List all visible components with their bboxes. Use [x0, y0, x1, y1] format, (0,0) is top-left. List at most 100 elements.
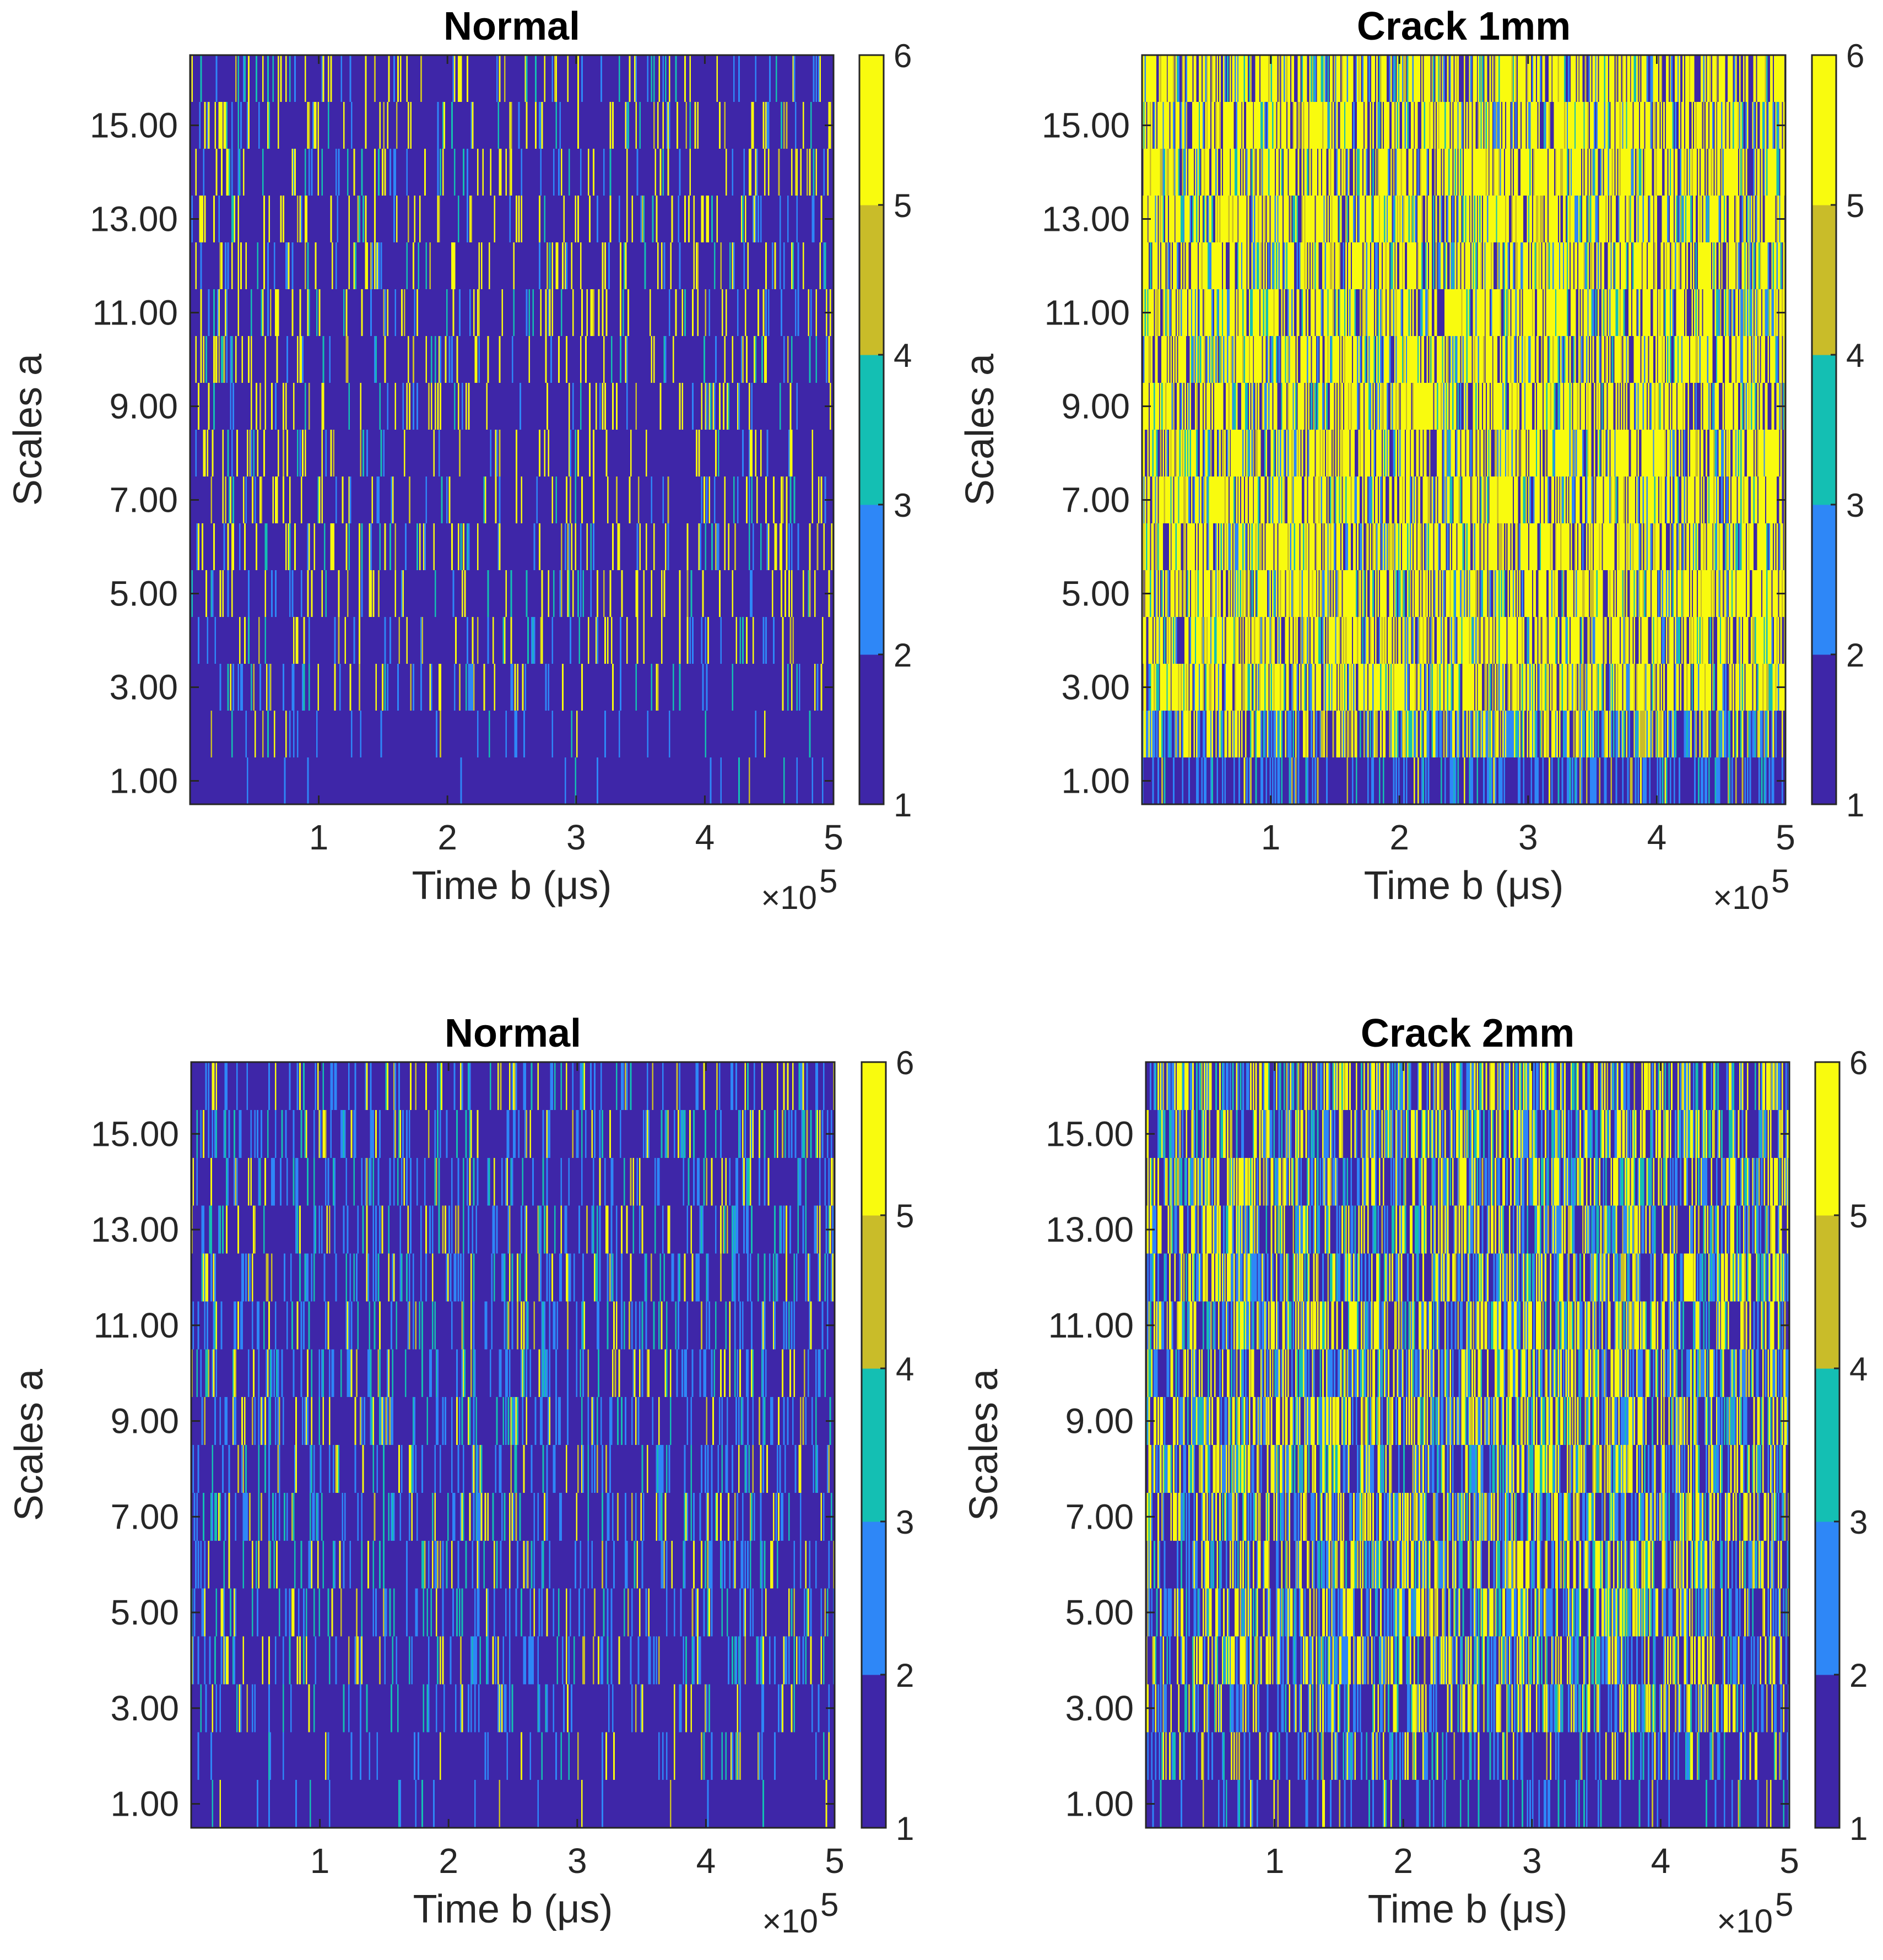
heatmap-cell: [222, 430, 224, 477]
heatmap-cell: [1365, 664, 1366, 711]
heatmap-cell: [1317, 289, 1319, 336]
heatmap-cell: [1353, 617, 1355, 664]
heatmap-cell: [1367, 242, 1369, 289]
heatmap-cell: [409, 477, 410, 523]
heatmap-cell: [1228, 570, 1230, 617]
heatmap-cell: [1462, 570, 1464, 617]
heatmap-cell: [1296, 242, 1298, 289]
heatmap-cell: [1210, 242, 1212, 289]
heatmap-cell: [1378, 102, 1381, 149]
heatmap-cell: [1478, 523, 1480, 570]
heatmap-cell: [1479, 664, 1481, 711]
heatmap-cell: [1348, 102, 1350, 149]
heatmap-cell: [342, 477, 344, 523]
heatmap-cell: [1269, 757, 1271, 804]
heatmap-cell: [1247, 336, 1249, 383]
heatmap-cell: [457, 55, 459, 102]
heatmap-cell: [1268, 149, 1270, 196]
heatmap-cell: [1483, 196, 1485, 242]
heatmap-cell: [1237, 55, 1239, 102]
heatmap-cell: [1223, 242, 1225, 289]
heatmap-cell: [1152, 149, 1154, 196]
heatmap-cell: [230, 336, 232, 383]
heatmap-cell: [1296, 570, 1298, 617]
heatmap-cell: [1476, 149, 1479, 196]
heatmap-cell: [1474, 570, 1476, 617]
heatmap-cell: [1156, 430, 1158, 477]
heatmap-cell: [1412, 430, 1414, 477]
heatmap-cell: [1215, 664, 1217, 711]
heatmap-cell: [1328, 430, 1330, 477]
heatmap-cell: [1331, 289, 1333, 336]
heatmap-cell: [1260, 102, 1262, 149]
heatmap-cell: [1316, 196, 1318, 242]
heatmap-cell: [1455, 336, 1458, 383]
heatmap-cell: [707, 196, 709, 242]
heatmap-cell: [1291, 430, 1293, 477]
heatmap-cell: [548, 570, 550, 617]
heatmap-cell: [1277, 430, 1279, 477]
heatmap-cell: [581, 664, 583, 711]
heatmap-cell: [1155, 149, 1157, 196]
heatmap-cell: [1336, 477, 1338, 523]
heatmap-cell: [1495, 383, 1496, 430]
heatmap-cell: [1500, 617, 1502, 664]
heatmap-cell: [1289, 383, 1291, 430]
heatmap-cell: [811, 430, 814, 477]
heatmap-cell: [748, 149, 750, 196]
heatmap-cell: [1353, 149, 1355, 196]
heatmap-cell: [1447, 523, 1449, 570]
heatmap-cell: [810, 102, 812, 149]
heatmap-cell: [1154, 664, 1155, 711]
heatmap-cell: [645, 523, 647, 570]
heatmap-cell: [1313, 711, 1315, 757]
heatmap-cell: [1404, 664, 1406, 711]
heatmap-cell: [1154, 477, 1155, 523]
heatmap-cell: [1297, 757, 1300, 804]
heatmap-cell: [1189, 383, 1192, 430]
heatmap-cell: [1178, 102, 1180, 149]
heatmap-cell: [1488, 711, 1490, 757]
heatmap-cell: [296, 196, 299, 242]
heatmap-cell: [1322, 477, 1324, 523]
heatmap-cell: [1322, 196, 1324, 242]
heatmap-cell: [670, 242, 672, 289]
heatmap-cell: [518, 196, 520, 242]
heatmap-cell: [1395, 430, 1397, 477]
heatmap-cell: [1251, 617, 1253, 664]
heatmap-cell: [1177, 570, 1178, 617]
heatmap-cell: [1340, 383, 1342, 430]
heatmap-cell: [1547, 523, 1549, 570]
heatmap-cell: [1204, 336, 1205, 383]
heatmap-cell: [1473, 55, 1475, 102]
heatmap-cell: [604, 242, 606, 289]
heatmap-cell: [1220, 477, 1222, 523]
heatmap-cell: [1425, 289, 1427, 336]
heatmap-cell: [1512, 289, 1514, 336]
heatmap-cell: [1318, 102, 1320, 149]
heatmap-cell: [1385, 242, 1387, 289]
heatmap-cell: [231, 430, 233, 477]
heatmap-cell: [1263, 336, 1265, 383]
heatmap-cell: [1457, 523, 1459, 570]
heatmap-cell: [1189, 711, 1192, 757]
heatmap-cell: [1349, 664, 1351, 711]
heatmap-cell: [1520, 196, 1522, 242]
heatmap-cell: [1435, 383, 1437, 430]
heatmap-cell: [1529, 617, 1531, 664]
heatmap-cell: [1260, 336, 1262, 383]
heatmap-cell: [1193, 664, 1195, 711]
heatmap-cell: [1331, 570, 1333, 617]
heatmap-cell: [1394, 55, 1396, 102]
heatmap-cell: [1541, 477, 1543, 523]
heatmap-cell: [616, 477, 618, 523]
heatmap-cell: [1474, 430, 1476, 477]
heatmap-cell: [263, 196, 265, 242]
heatmap-cell: [1446, 617, 1448, 664]
heatmap-cell: [1152, 383, 1154, 430]
heatmap-cell: [1211, 242, 1213, 289]
heatmap-cell: [1388, 336, 1389, 383]
heatmap-cell: [1210, 711, 1212, 757]
heatmap-cell: [510, 664, 512, 711]
heatmap-cell: [831, 523, 833, 570]
